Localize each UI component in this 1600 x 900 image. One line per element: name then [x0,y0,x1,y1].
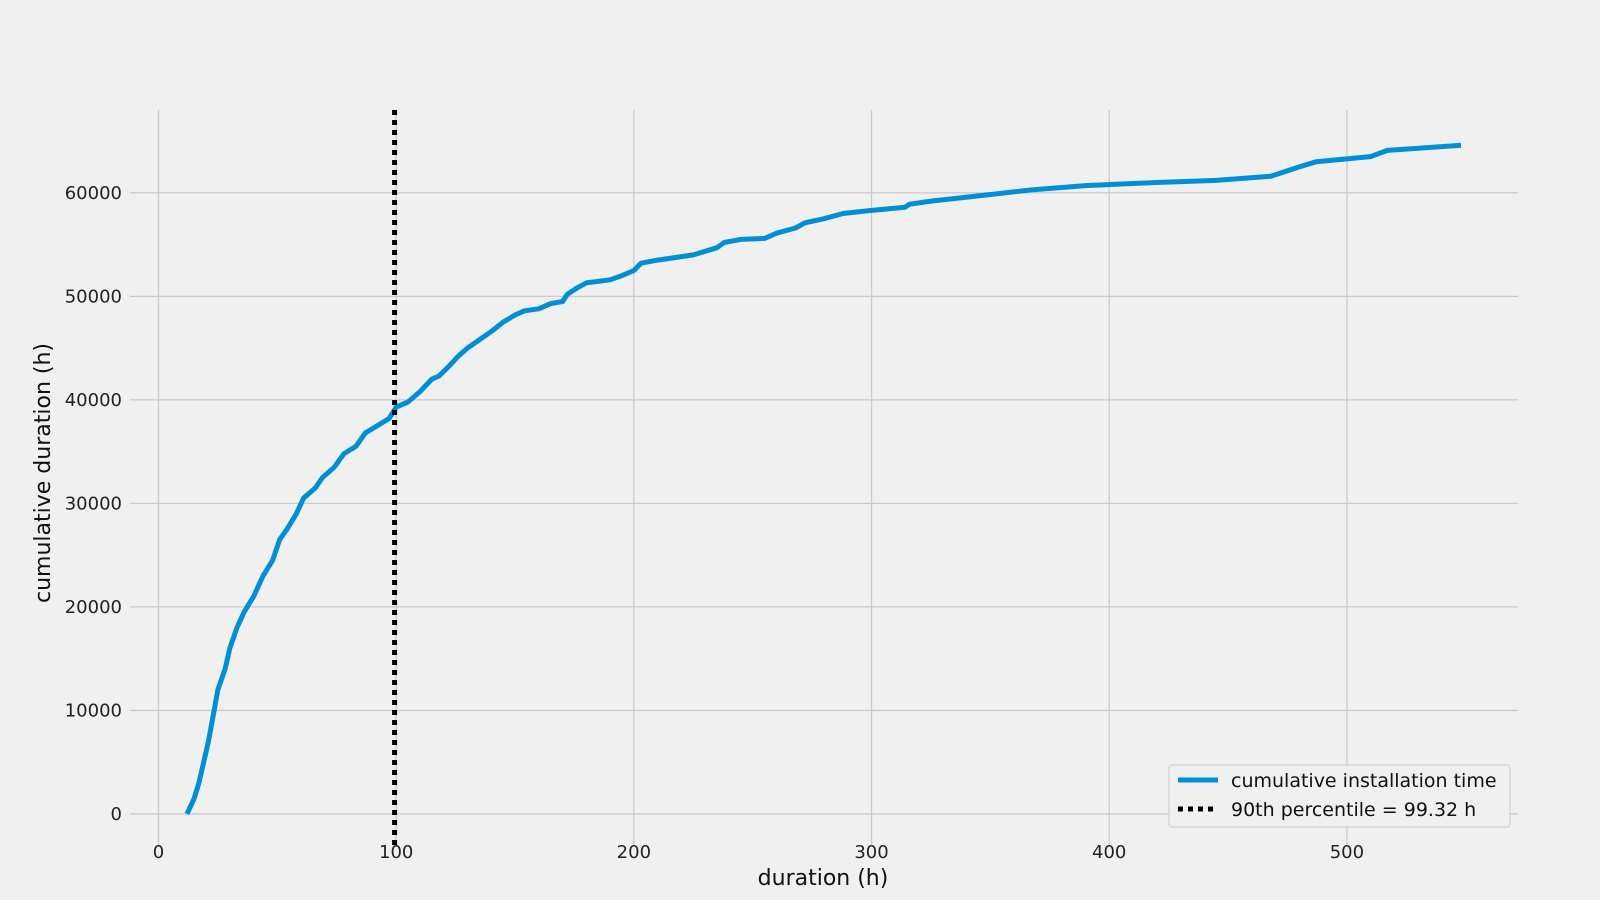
x-tick-label: 0 [153,842,164,863]
y-tick-labels: 0 10000 20000 30000 40000 50000 60000 [65,183,122,825]
series-layer [184,110,1462,845]
legend-label-cumulative-installation-time: cumulative installation time [1231,770,1497,792]
y-tick-label: 30000 [65,493,122,514]
x-tick-label: 200 [617,842,651,863]
y-tick-label: 10000 [65,700,122,721]
x-tick-label: 400 [1092,842,1126,863]
y-tick-label: 60000 [65,183,122,204]
x-tick-label: 100 [379,842,413,863]
y-tick-label: 40000 [65,390,122,411]
x-tick-label: 300 [854,842,888,863]
x-axis-label: duration (h) [758,866,889,891]
y-tick-label: 50000 [65,286,122,307]
y-tick-label: 0 [111,804,122,825]
legend: cumulative installation time 90th percen… [1168,764,1511,828]
y-axis-label: cumulative duration (h) [31,343,56,603]
y-tick-label: 20000 [65,597,122,618]
series-line-cumulative-installation-time [184,142,1462,815]
legend-label-90th-percentile: 90th percentile = 99.32 h [1231,799,1476,821]
legend-box [1168,764,1511,828]
x-tick-label: 500 [1330,842,1364,863]
x-tick-labels: 0 100 200 300 400 500 [153,842,1364,863]
